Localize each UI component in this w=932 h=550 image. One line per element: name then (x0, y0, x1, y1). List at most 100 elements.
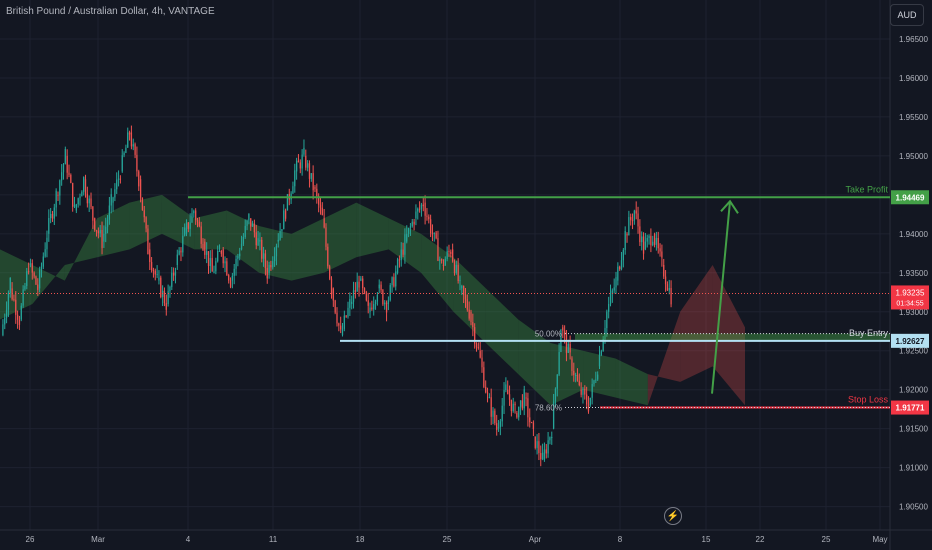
candle-body (628, 217, 630, 236)
candle-body (602, 338, 604, 352)
candle-body (374, 301, 377, 305)
candle-body (283, 210, 285, 230)
candle-body (108, 205, 111, 220)
candle-body (26, 271, 28, 287)
candle-body (224, 261, 226, 264)
candle-body (558, 352, 560, 375)
candle-body (226, 261, 228, 276)
candle-body (439, 259, 441, 261)
candle-body (220, 250, 222, 254)
candle-body (132, 144, 134, 147)
candle-body (505, 384, 507, 391)
candle-body (184, 227, 186, 236)
candle-body (569, 344, 571, 353)
candle-body (72, 182, 74, 207)
candle-body (407, 227, 410, 234)
candle-body (83, 177, 85, 192)
candle-body (312, 173, 314, 191)
candle-body (272, 261, 274, 268)
candle-body (663, 265, 665, 277)
candle-body (459, 280, 461, 282)
candle-body (409, 226, 412, 228)
candle-body (92, 206, 94, 221)
candle-body (61, 172, 63, 181)
candle-body (468, 309, 470, 319)
candle-body (233, 268, 235, 276)
candle-body (64, 149, 66, 165)
level-price-tag (891, 190, 929, 205)
x-tick-label: 18 (356, 535, 365, 544)
x-tick-label: 4 (186, 535, 191, 544)
currency-button[interactable]: AUD (890, 4, 924, 26)
candle-body (16, 314, 19, 320)
candle-body (327, 246, 329, 267)
candle-body (512, 403, 514, 412)
level-price-tag (891, 400, 929, 415)
candle-body (94, 218, 96, 231)
candle-body (474, 327, 476, 344)
candle-body (384, 302, 386, 305)
candle-body (62, 164, 65, 173)
candle-body (664, 276, 667, 285)
candle-body (33, 272, 35, 277)
candle-body (15, 299, 17, 315)
candle-body (661, 251, 663, 258)
candle-body (466, 299, 468, 310)
candle-body (398, 259, 401, 261)
candle-body (597, 374, 599, 380)
cloud-segment (453, 257, 486, 343)
candle-body (540, 453, 542, 460)
candle-body (336, 312, 338, 324)
current-price-label: 1.93235 (896, 288, 925, 297)
candle-body (259, 239, 261, 242)
candle-body (101, 229, 103, 249)
candle-body (519, 400, 522, 407)
candle-body (653, 233, 656, 245)
level-price-tag (891, 333, 929, 348)
candle-body (380, 284, 382, 291)
candle-body (222, 249, 224, 264)
candle-body (50, 213, 52, 218)
candle-body (257, 238, 259, 246)
fib-label: 78.60% (535, 404, 562, 413)
candle-body (538, 441, 540, 454)
candle-body (29, 263, 32, 265)
candle-body (492, 410, 494, 417)
candle-body (595, 379, 597, 381)
candle-body (325, 227, 327, 247)
candle-body (66, 155, 68, 173)
candle-body (286, 194, 289, 211)
candle-body (147, 228, 149, 255)
x-tick-label: 25 (822, 535, 831, 544)
cloud-segment (194, 210, 227, 250)
y-tick-label: 1.96000 (899, 74, 928, 83)
candle-body (237, 256, 239, 259)
candle-body (402, 249, 404, 255)
candle-body (310, 173, 312, 179)
candle-body (367, 300, 369, 306)
candle-body (270, 265, 272, 268)
candle-body (5, 309, 8, 318)
candle-body (461, 285, 463, 289)
candle-body (103, 233, 105, 242)
candle-body (437, 238, 439, 261)
candle-body (428, 216, 430, 220)
candle-body (547, 440, 549, 454)
candle-body (182, 235, 184, 253)
candle-body (641, 236, 643, 243)
candle-body (121, 155, 123, 172)
candle-body (264, 253, 267, 269)
candle-body (22, 289, 24, 306)
candle-body (630, 217, 632, 221)
candle-body (187, 222, 189, 229)
candle-body (44, 249, 46, 257)
candle-body (239, 253, 241, 257)
candle-body (593, 380, 595, 385)
y-tick-label: 1.91000 (899, 464, 928, 473)
lightning-icon[interactable]: ⚡ (664, 507, 682, 525)
candle-body (631, 220, 634, 222)
candle-body (112, 197, 114, 203)
y-tick-label: 1.93500 (899, 269, 928, 278)
candle-body (420, 204, 423, 209)
